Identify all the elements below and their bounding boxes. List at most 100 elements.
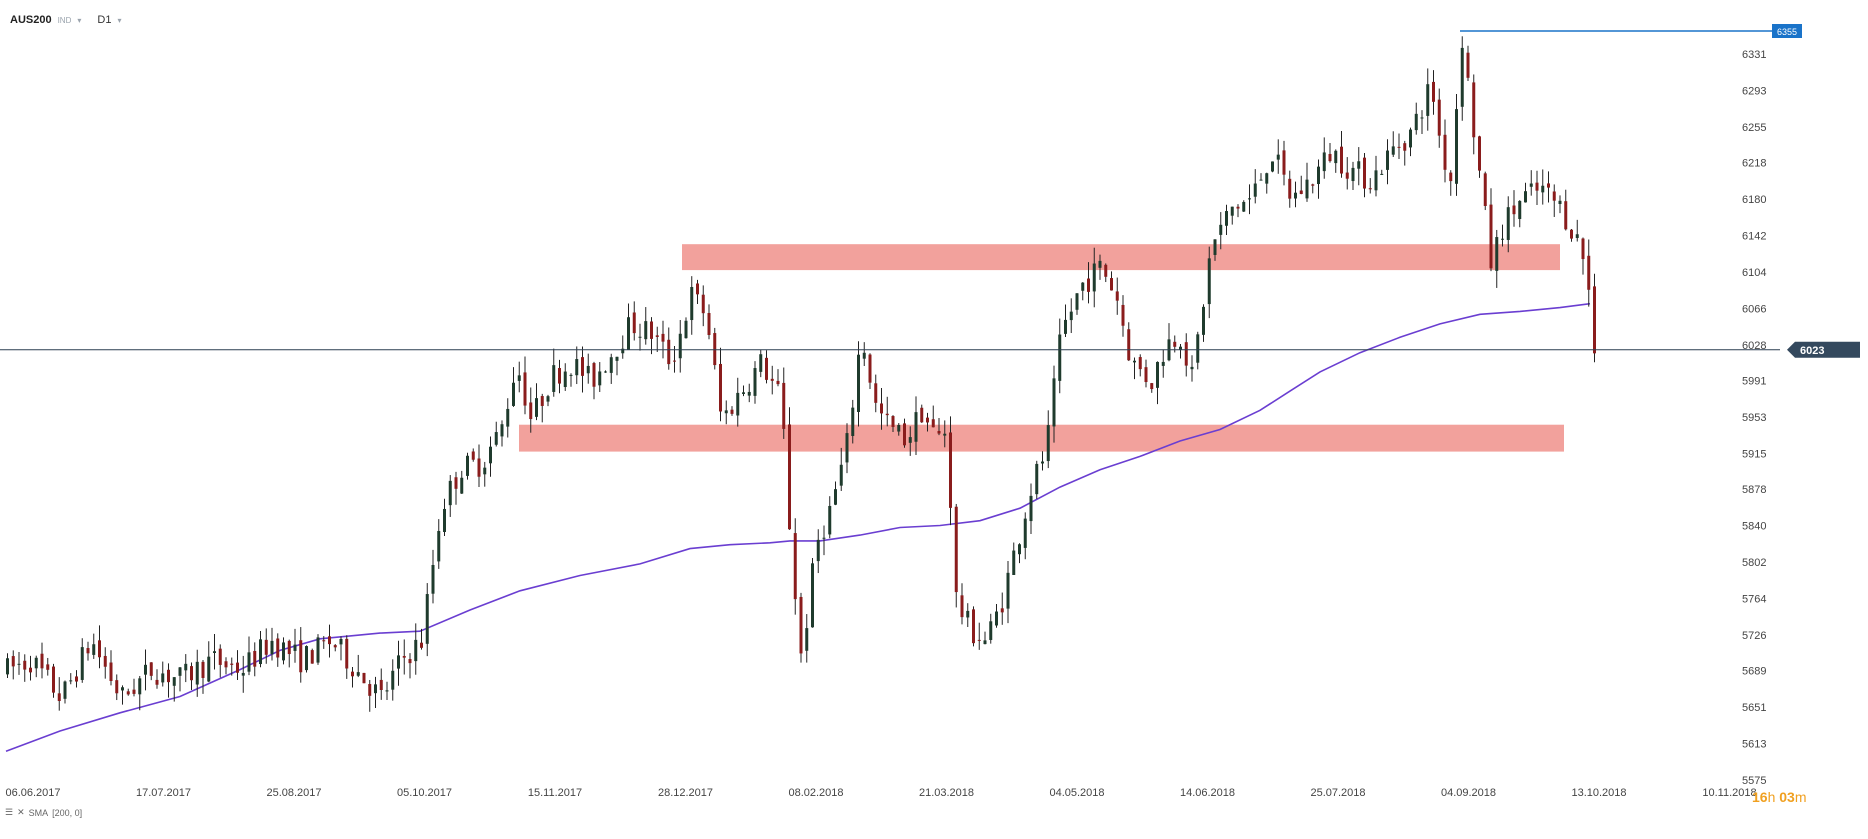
candle-body — [1098, 260, 1102, 268]
candle-body — [1483, 173, 1487, 206]
candle-body — [558, 368, 561, 384]
candle-body — [563, 371, 567, 388]
candle-body — [822, 537, 826, 539]
candle-body — [517, 375, 521, 381]
candle-body — [224, 661, 228, 668]
candle-body — [351, 671, 354, 677]
x-tick-label: 06.06.2017 — [5, 787, 60, 799]
candle-body — [868, 354, 872, 383]
close-icon[interactable]: ✕ — [17, 807, 25, 817]
candle-body — [98, 640, 101, 658]
x-tick-label: 13.10.2018 — [1571, 787, 1626, 799]
candle-body — [747, 391, 751, 396]
candle-body — [926, 417, 929, 423]
candle-body — [1558, 200, 1562, 204]
candle-body — [52, 666, 55, 693]
y-tick-label: 5726 — [1742, 630, 1766, 642]
candle-body — [604, 371, 607, 373]
candle-body — [1547, 183, 1550, 188]
candle-body — [701, 294, 705, 314]
y-tick-label: 6255 — [1742, 122, 1766, 134]
candle-body — [379, 679, 383, 690]
candle-body — [466, 455, 469, 476]
x-tick-label: 25.08.2017 — [266, 787, 321, 799]
candle-body — [1133, 360, 1136, 363]
candle-body — [1443, 134, 1447, 170]
candle-body — [471, 451, 475, 460]
candle-body — [1035, 463, 1039, 495]
candle-body — [477, 458, 481, 477]
candles — [6, 36, 1596, 712]
candle-body — [1104, 264, 1108, 277]
x-tick-label: 28.12.2017 — [658, 787, 713, 799]
candle-body — [310, 650, 314, 664]
candle-body — [1052, 378, 1056, 427]
countdown-minutes-unit: m — [1794, 789, 1807, 805]
chevron-down-icon[interactable]: ▾ — [117, 15, 122, 25]
candle-body — [1294, 192, 1297, 199]
candle-body — [903, 423, 906, 446]
y-tick-label: 5764 — [1742, 594, 1766, 606]
candle-body — [839, 464, 843, 486]
candle-body — [1334, 150, 1338, 164]
timeframe-selector[interactable]: D1 — [97, 14, 112, 26]
candle-body — [1512, 205, 1516, 215]
menu-icon[interactable]: ☰ — [5, 807, 14, 817]
candle-body — [121, 687, 124, 691]
candle-body — [920, 407, 924, 423]
candle-body — [362, 672, 366, 684]
candle-body — [989, 621, 993, 640]
x-tick-label: 10.11.2018 — [1702, 787, 1756, 799]
candle-body — [443, 508, 446, 532]
candle-body — [1391, 146, 1395, 155]
candle-body — [1041, 461, 1044, 464]
candle-body — [460, 477, 464, 494]
candle-body — [184, 663, 188, 671]
candle-body — [1121, 304, 1125, 326]
candle-body — [1529, 183, 1533, 187]
candle-body — [966, 610, 970, 618]
candle-body — [1179, 346, 1182, 350]
candle-body — [1299, 190, 1303, 194]
candle-body — [931, 419, 935, 428]
candle-body — [1489, 204, 1493, 269]
candle-body — [696, 283, 699, 295]
candle-body — [1213, 239, 1217, 255]
candle-body — [259, 639, 262, 665]
candle-body — [408, 659, 412, 664]
candle-body — [374, 684, 377, 694]
y-tick-label: 6104 — [1742, 267, 1766, 279]
candle-body — [540, 396, 544, 406]
candle-body — [788, 424, 791, 530]
candle-body — [345, 638, 349, 669]
candle-body — [1472, 82, 1476, 138]
y-tick-label: 6331 — [1742, 49, 1766, 61]
x-tick-label: 15.11.2017 — [528, 787, 582, 799]
candle-body — [1357, 161, 1361, 169]
candle-body — [11, 656, 15, 667]
x-tick-label: 04.05.2018 — [1049, 787, 1104, 799]
candle-body — [1282, 150, 1286, 175]
candle-body — [322, 640, 326, 642]
candle-body — [1380, 173, 1384, 175]
candle-body — [305, 646, 308, 671]
candle-body — [172, 677, 176, 686]
candle-body — [213, 651, 216, 653]
candle-body — [46, 664, 50, 670]
y-tick-label: 6066 — [1742, 304, 1766, 316]
candle-body — [1535, 182, 1539, 191]
candle-body — [368, 684, 372, 696]
candle-body — [385, 690, 389, 692]
chevron-down-icon[interactable]: ▾ — [77, 15, 82, 25]
candle-body — [799, 596, 803, 654]
candle-body — [897, 424, 901, 432]
candle-body — [753, 368, 757, 396]
candle-body — [575, 359, 579, 376]
candle-body — [615, 356, 619, 361]
candle-body — [609, 357, 613, 373]
candle-body — [793, 533, 797, 600]
symbol-label[interactable]: AUS200 — [10, 14, 52, 26]
countdown-minutes: 03 — [1779, 789, 1795, 805]
candle-body — [109, 662, 113, 681]
